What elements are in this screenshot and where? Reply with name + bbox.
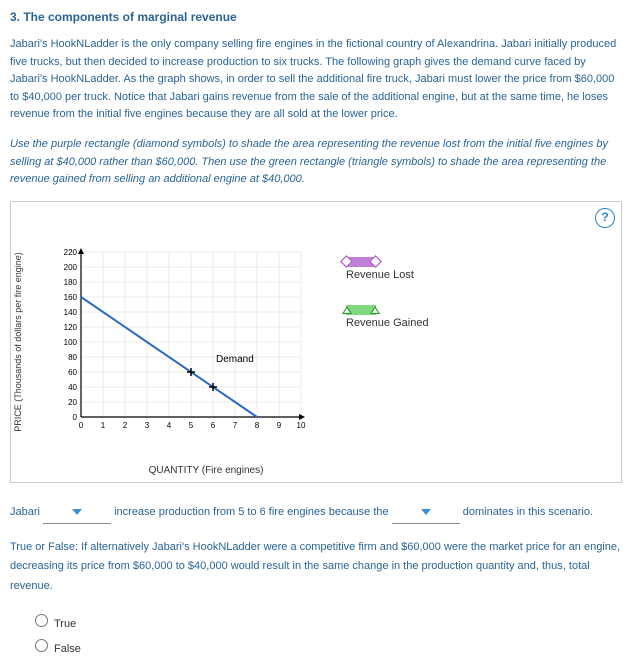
svg-text:0: 0 bbox=[73, 413, 78, 422]
svg-text:140: 140 bbox=[64, 308, 78, 317]
svg-text:180: 180 bbox=[64, 278, 78, 287]
y-axis-label: PRICE (Thousands of dollars per fire eng… bbox=[13, 242, 23, 442]
chart-legend: Revenue Lost Revenue Gained bbox=[346, 257, 429, 353]
svg-text:7: 7 bbox=[233, 421, 238, 430]
tf-option-true[interactable]: True bbox=[30, 611, 622, 630]
true-false-question: True or False: If alternatively Jabari's… bbox=[10, 538, 622, 597]
svg-text:80: 80 bbox=[68, 353, 77, 362]
svg-text:40: 40 bbox=[68, 383, 77, 392]
dropdown-blank-1[interactable] bbox=[43, 503, 111, 524]
svg-text:160: 160 bbox=[64, 293, 78, 302]
legend-label: Revenue Gained bbox=[346, 317, 429, 329]
svg-text:8: 8 bbox=[255, 421, 260, 430]
legend-revenue-gained[interactable]: Revenue Gained bbox=[346, 305, 429, 329]
svg-text:20: 20 bbox=[68, 398, 77, 407]
help-icon[interactable]: ? bbox=[595, 208, 615, 228]
fill-mid: increase production from 5 to 6 fire eng… bbox=[114, 506, 389, 518]
svg-text:120: 120 bbox=[64, 323, 78, 332]
svg-text:4: 4 bbox=[167, 421, 172, 430]
x-axis-label: QUANTITY (Fire engines) bbox=[91, 465, 321, 476]
svg-text:3: 3 bbox=[145, 421, 150, 430]
svg-text:220: 220 bbox=[64, 248, 78, 257]
fill-end: dominates in this scenario. bbox=[463, 506, 593, 518]
diamond-icon bbox=[346, 257, 376, 267]
triangle-icon bbox=[346, 305, 376, 315]
chart-svg: 0 20 40 60 80 100 120 140 160 180 200 220 0 1 2 3 4… bbox=[51, 242, 341, 442]
svg-text:0: 0 bbox=[79, 421, 84, 430]
chevron-down-icon bbox=[421, 509, 431, 515]
radio-true[interactable] bbox=[35, 614, 48, 627]
legend-label: Revenue Lost bbox=[346, 269, 429, 281]
instruction-paragraph: Use the purple rectangle (diamond symbol… bbox=[10, 136, 622, 189]
question-title: 3. The components of marginal revenue bbox=[10, 10, 622, 24]
intro-paragraph: Jabari's HookNLadder is the only company… bbox=[10, 36, 622, 124]
radio-false[interactable] bbox=[35, 639, 48, 652]
svg-text:60: 60 bbox=[68, 368, 77, 377]
legend-revenue-lost[interactable]: Revenue Lost bbox=[346, 257, 429, 281]
svg-text:6: 6 bbox=[211, 421, 216, 430]
svg-text:10: 10 bbox=[297, 421, 306, 430]
fill-sentence: Jabari increase production from 5 to 6 f… bbox=[10, 503, 622, 524]
chart-container: ? PRICE (Thousands of dollars per fire e… bbox=[10, 201, 622, 483]
chevron-down-icon bbox=[72, 509, 82, 515]
svg-text:5: 5 bbox=[189, 421, 194, 430]
dropdown-blank-2[interactable] bbox=[392, 503, 460, 524]
chart-plot[interactable]: 0 20 40 60 80 100 120 140 160 180 200 220 0 1 2 3 4… bbox=[51, 242, 341, 442]
tf-true-label: True bbox=[54, 618, 76, 630]
fill-subject: Jabari bbox=[10, 506, 40, 518]
svg-text:2: 2 bbox=[123, 421, 128, 430]
tf-false-label: False bbox=[54, 643, 81, 655]
svg-text:9: 9 bbox=[277, 421, 282, 430]
svg-text:100: 100 bbox=[64, 338, 78, 347]
tf-option-false[interactable]: False bbox=[30, 636, 622, 655]
svg-text:200: 200 bbox=[64, 263, 78, 272]
demand-label: Demand bbox=[216, 354, 254, 365]
svg-text:1: 1 bbox=[101, 421, 106, 430]
